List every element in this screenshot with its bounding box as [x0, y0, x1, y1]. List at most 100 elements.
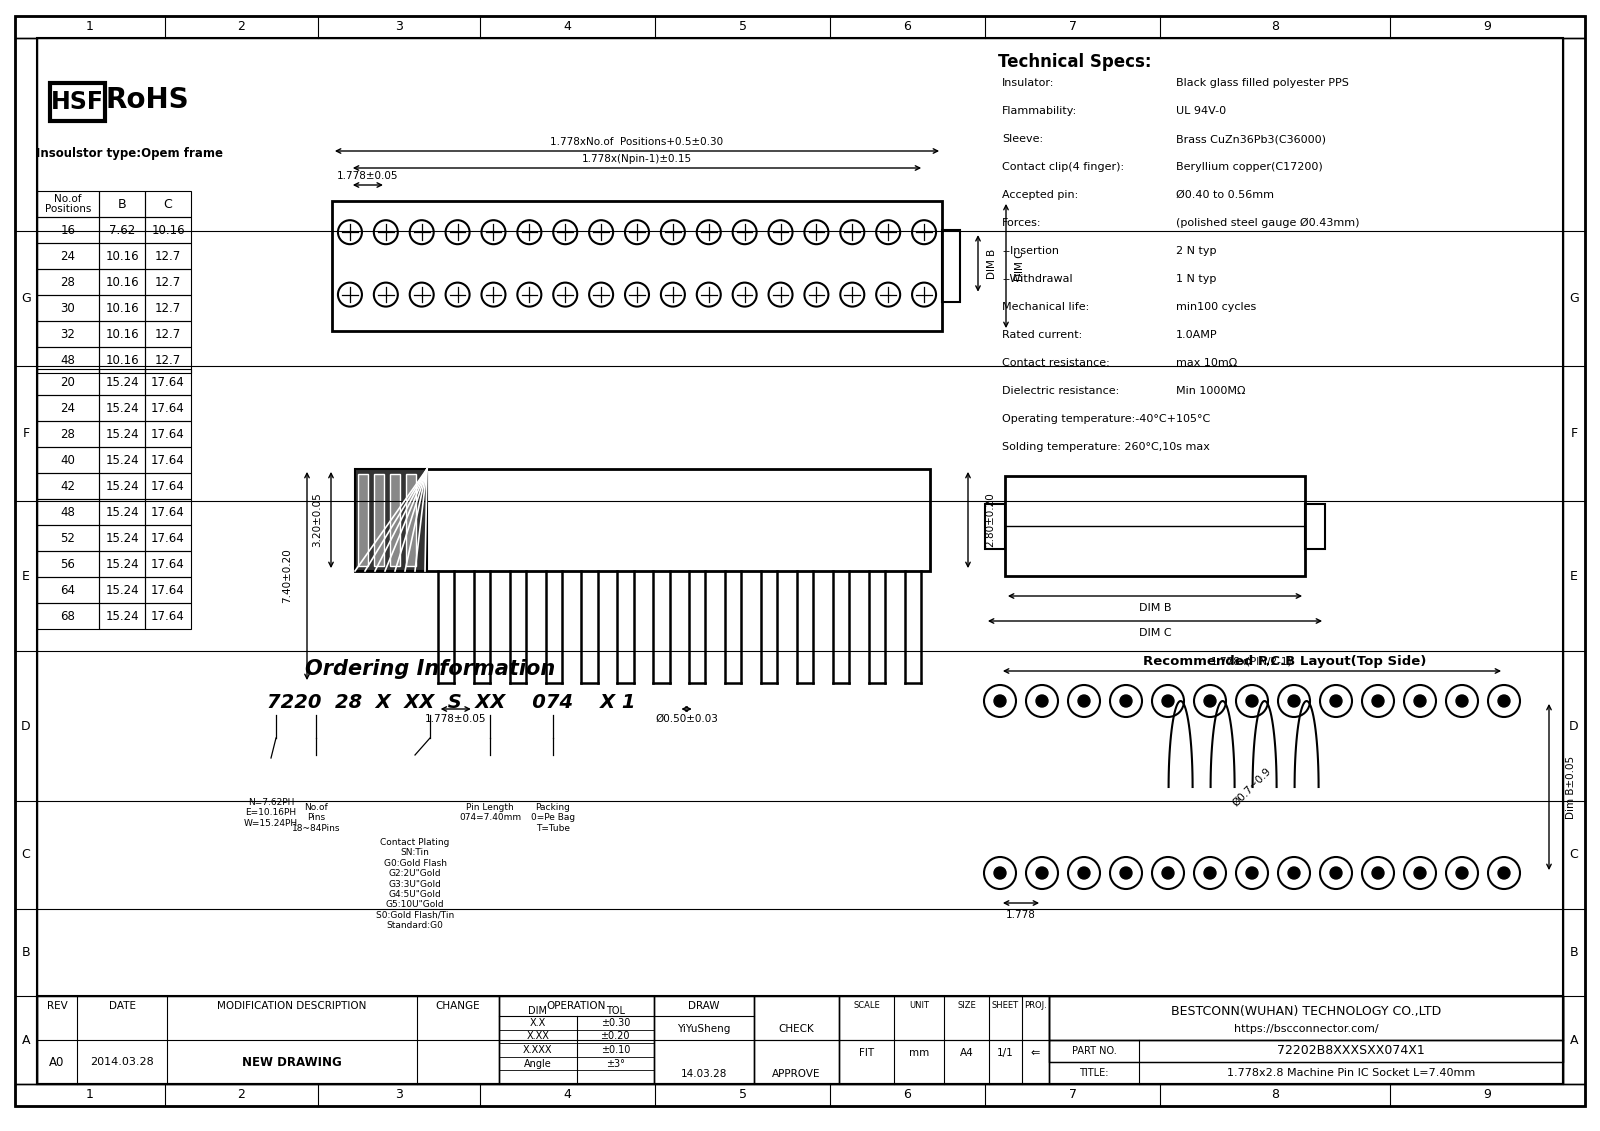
Circle shape — [1037, 867, 1048, 879]
Text: 2.80±0.20: 2.80±0.20 — [986, 493, 995, 547]
Circle shape — [1120, 867, 1133, 879]
Bar — [37, 603, 99, 629]
Text: 28: 28 — [61, 428, 75, 440]
Text: Min 1000MΩ: Min 1000MΩ — [1176, 386, 1245, 396]
Circle shape — [1456, 696, 1469, 707]
Text: 48: 48 — [61, 354, 75, 366]
Bar — [146, 321, 190, 347]
Bar — [146, 577, 190, 603]
Text: 30: 30 — [61, 302, 75, 314]
Circle shape — [1498, 696, 1510, 707]
Text: ±0.30: ±0.30 — [600, 1018, 630, 1028]
Circle shape — [1414, 867, 1426, 879]
Bar — [14, 38, 37, 1083]
Text: X.X: X.X — [530, 1018, 546, 1028]
Text: ±0.20: ±0.20 — [600, 1031, 630, 1042]
Text: 9: 9 — [1483, 20, 1491, 34]
Text: 17.64: 17.64 — [150, 506, 186, 518]
Text: 4: 4 — [563, 20, 571, 34]
Text: --Withdrawal: --Withdrawal — [1002, 274, 1072, 284]
Text: X.XXX: X.XXX — [523, 1045, 552, 1055]
Bar — [1050, 1041, 1563, 1062]
Text: DIM C: DIM C — [1014, 251, 1026, 282]
Text: Insulator:: Insulator: — [1002, 78, 1054, 88]
Text: OPERATION: OPERATION — [547, 1001, 606, 1011]
Text: 17.64: 17.64 — [150, 375, 186, 389]
Text: 1: 1 — [86, 20, 94, 34]
Bar — [146, 395, 190, 421]
Text: DRAW: DRAW — [688, 1001, 720, 1011]
Bar — [99, 499, 146, 525]
Bar — [37, 295, 99, 321]
Bar — [146, 269, 190, 295]
Text: Angle: Angle — [523, 1059, 552, 1069]
Text: A0: A0 — [50, 1055, 64, 1069]
Text: Rated current:: Rated current: — [1002, 330, 1082, 340]
Bar — [99, 421, 146, 447]
Bar — [146, 603, 190, 629]
Text: (polished steel gauge Ø0.43mm): (polished steel gauge Ø0.43mm) — [1176, 218, 1360, 228]
Text: Pin Length
074=7.40mm: Pin Length 074=7.40mm — [459, 803, 522, 822]
Text: Contact clip(4 finger):: Contact clip(4 finger): — [1002, 162, 1125, 172]
Text: 9: 9 — [1483, 1088, 1491, 1102]
Text: 17.64: 17.64 — [150, 558, 186, 570]
Text: HSF: HSF — [51, 90, 104, 114]
Bar — [37, 473, 99, 499]
Text: 3: 3 — [395, 20, 403, 34]
Bar — [99, 217, 146, 243]
Text: A4: A4 — [960, 1048, 973, 1059]
Bar — [99, 603, 146, 629]
Bar — [37, 369, 99, 395]
Text: 5: 5 — [739, 1088, 747, 1102]
Text: 14.03.28: 14.03.28 — [682, 1069, 726, 1079]
Text: 5: 5 — [739, 20, 747, 34]
Bar — [99, 321, 146, 347]
Text: Operating temperature:-40°C+105°C: Operating temperature:-40°C+105°C — [1002, 414, 1210, 424]
Text: 7: 7 — [1069, 1088, 1077, 1102]
Text: Contact resistance:: Contact resistance: — [1002, 359, 1110, 368]
Text: CHANGE: CHANGE — [435, 1001, 480, 1011]
Circle shape — [1414, 696, 1426, 707]
Text: PROJ.: PROJ. — [1024, 1001, 1046, 1010]
Bar — [14, 1083, 1586, 1106]
Bar — [37, 191, 99, 217]
Bar — [499, 996, 654, 1083]
Text: DIM C: DIM C — [1139, 628, 1171, 638]
Text: 28: 28 — [61, 276, 75, 288]
Text: 15.24: 15.24 — [106, 558, 139, 570]
Text: 10.16: 10.16 — [150, 224, 186, 236]
Bar — [99, 473, 146, 499]
Bar — [99, 347, 146, 373]
Bar — [146, 421, 190, 447]
Text: C: C — [1570, 848, 1578, 862]
Text: 40: 40 — [61, 454, 75, 466]
Text: Solding temperature: 260°C,10s max: Solding temperature: 260°C,10s max — [1002, 442, 1210, 452]
Bar — [99, 577, 146, 603]
Bar — [146, 217, 190, 243]
Bar — [942, 231, 960, 302]
Text: ±3°: ±3° — [606, 1059, 624, 1069]
Text: 56: 56 — [61, 558, 75, 570]
Text: 1: 1 — [86, 1088, 94, 1102]
Text: 15.24: 15.24 — [106, 532, 139, 544]
Text: Flammability:: Flammability: — [1002, 106, 1077, 116]
Bar — [1050, 996, 1563, 1041]
Bar — [355, 469, 930, 571]
Text: 72202B8XXXSXX074X1: 72202B8XXXSXX074X1 — [1277, 1045, 1426, 1057]
Text: 3: 3 — [395, 1088, 403, 1102]
Text: 1.778±0.05: 1.778±0.05 — [426, 714, 486, 724]
Text: B: B — [118, 198, 126, 210]
Text: Ø0.40 to 0.56mm: Ø0.40 to 0.56mm — [1176, 190, 1274, 200]
Circle shape — [1078, 867, 1090, 879]
Text: 7220  28  X  XX  S  XX    074    X 1: 7220 28 X XX S XX 074 X 1 — [267, 693, 635, 713]
Text: FIT: FIT — [859, 1048, 874, 1059]
Text: DIM B: DIM B — [1139, 603, 1171, 613]
Text: https://bscconnector.com/: https://bscconnector.com/ — [1234, 1024, 1378, 1034]
Bar — [1306, 503, 1325, 549]
Text: 8: 8 — [1270, 1088, 1278, 1102]
Text: max 10mΩ: max 10mΩ — [1176, 359, 1237, 368]
Text: 1.778: 1.778 — [1006, 910, 1035, 920]
Text: --Insertion: --Insertion — [1002, 247, 1059, 256]
Text: CHECK: CHECK — [779, 1024, 814, 1034]
Text: SHEET: SHEET — [992, 1001, 1019, 1010]
